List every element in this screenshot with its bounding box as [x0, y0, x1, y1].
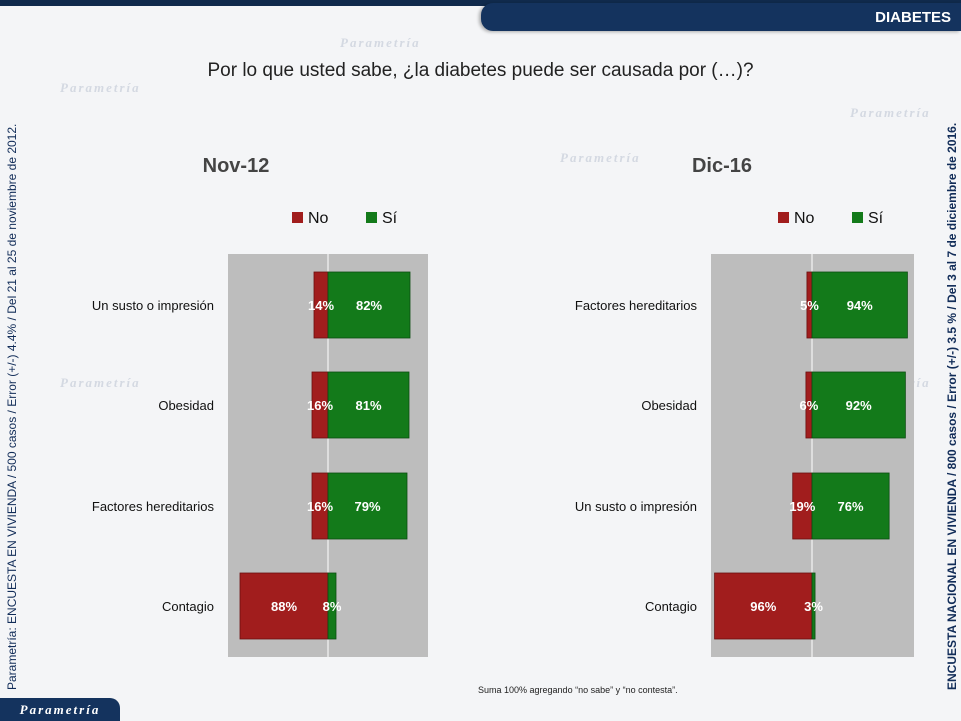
bar-si: [811, 572, 816, 640]
data-label-no: 88%: [271, 599, 297, 614]
data-label-si: 8%: [323, 599, 342, 614]
data-label-si: 94%: [847, 298, 873, 313]
data-label-no: 6%: [800, 398, 819, 413]
chart-title: Dic-16: [692, 155, 752, 177]
side-note-right: ENCUESTA NACIONAL EN VIVIENDA / 800 caso…: [945, 122, 959, 690]
legend-label-no: No: [308, 210, 329, 227]
legend-swatch-si: [852, 212, 863, 223]
watermark: Parametría: [560, 150, 641, 165]
legend-swatch-no: [778, 212, 789, 223]
bar-si: [327, 371, 410, 439]
chart-nov-12: Nov-12 No Sí Un susto o impresión 14% 82% Obes…: [92, 155, 428, 657]
bar-si: [327, 572, 337, 640]
bar-si: [327, 472, 408, 540]
side-note-left: Parametría: ENCUESTA EN VIVIENDA / 500 c…: [5, 123, 19, 690]
category-label: Contagio: [645, 599, 697, 614]
bar-si: [811, 271, 908, 339]
bar-si: [327, 271, 411, 339]
top-bar: [0, 0, 961, 6]
section-tag: DIABETES: [481, 3, 961, 31]
data-label-si: 82%: [356, 298, 382, 313]
category-label: Factores hereditarios: [92, 499, 215, 514]
category-label: Factores hereditarios: [575, 298, 698, 313]
category-label: Contagio: [162, 599, 214, 614]
data-label-no: 16%: [307, 499, 333, 514]
category-label: Obesidad: [641, 398, 697, 413]
data-label-no: 19%: [789, 499, 815, 514]
chart-title: Nov-12: [203, 155, 270, 177]
parametria-logo: Parametría: [0, 698, 120, 721]
data-label-si: 79%: [354, 499, 380, 514]
category-label: Un susto o impresión: [92, 298, 214, 313]
data-label-si: 81%: [355, 398, 381, 413]
bar-no: [714, 572, 813, 640]
category-label: Obesidad: [158, 398, 214, 413]
watermark: Parametría: [340, 35, 421, 50]
bar-no: [239, 572, 329, 640]
logo-text: Parametría: [19, 701, 101, 717]
data-label-no: 16%: [307, 398, 333, 413]
legend-swatch-no: [292, 212, 303, 223]
legend-label-si: Sí: [382, 210, 398, 227]
bar-si: [811, 472, 890, 540]
footnote: Suma 100% agregando “no sabe” y “no cont…: [478, 685, 678, 695]
legend-swatch-si: [366, 212, 377, 223]
legend-label-si: Sí: [868, 210, 884, 227]
chart-dic-16: Dic-16 No Sí Factores hereditarios 5% 94% Obes…: [575, 155, 914, 657]
legend-label-no: No: [794, 210, 815, 227]
watermark: Parametría: [60, 80, 141, 95]
data-label-si: 3%: [804, 599, 823, 614]
watermark: Parametría: [60, 375, 141, 390]
section-tag-label: DIABETES: [875, 8, 951, 26]
data-label-no: 96%: [750, 599, 776, 614]
data-label-si: 76%: [838, 499, 864, 514]
data-label-no: 5%: [800, 298, 819, 313]
data-label-si: 92%: [846, 398, 872, 413]
bar-si: [811, 371, 906, 439]
question-title: Por lo que usted sabe, ¿la diabetes pued…: [207, 60, 754, 81]
watermark: Parametría: [850, 105, 931, 120]
data-label-no: 14%: [308, 298, 334, 313]
category-label: Un susto o impresión: [575, 499, 697, 514]
